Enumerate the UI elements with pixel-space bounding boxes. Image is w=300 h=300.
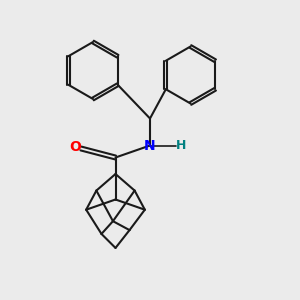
Text: O: O: [70, 140, 82, 154]
Text: H: H: [176, 139, 187, 152]
Text: N: N: [144, 139, 156, 152]
